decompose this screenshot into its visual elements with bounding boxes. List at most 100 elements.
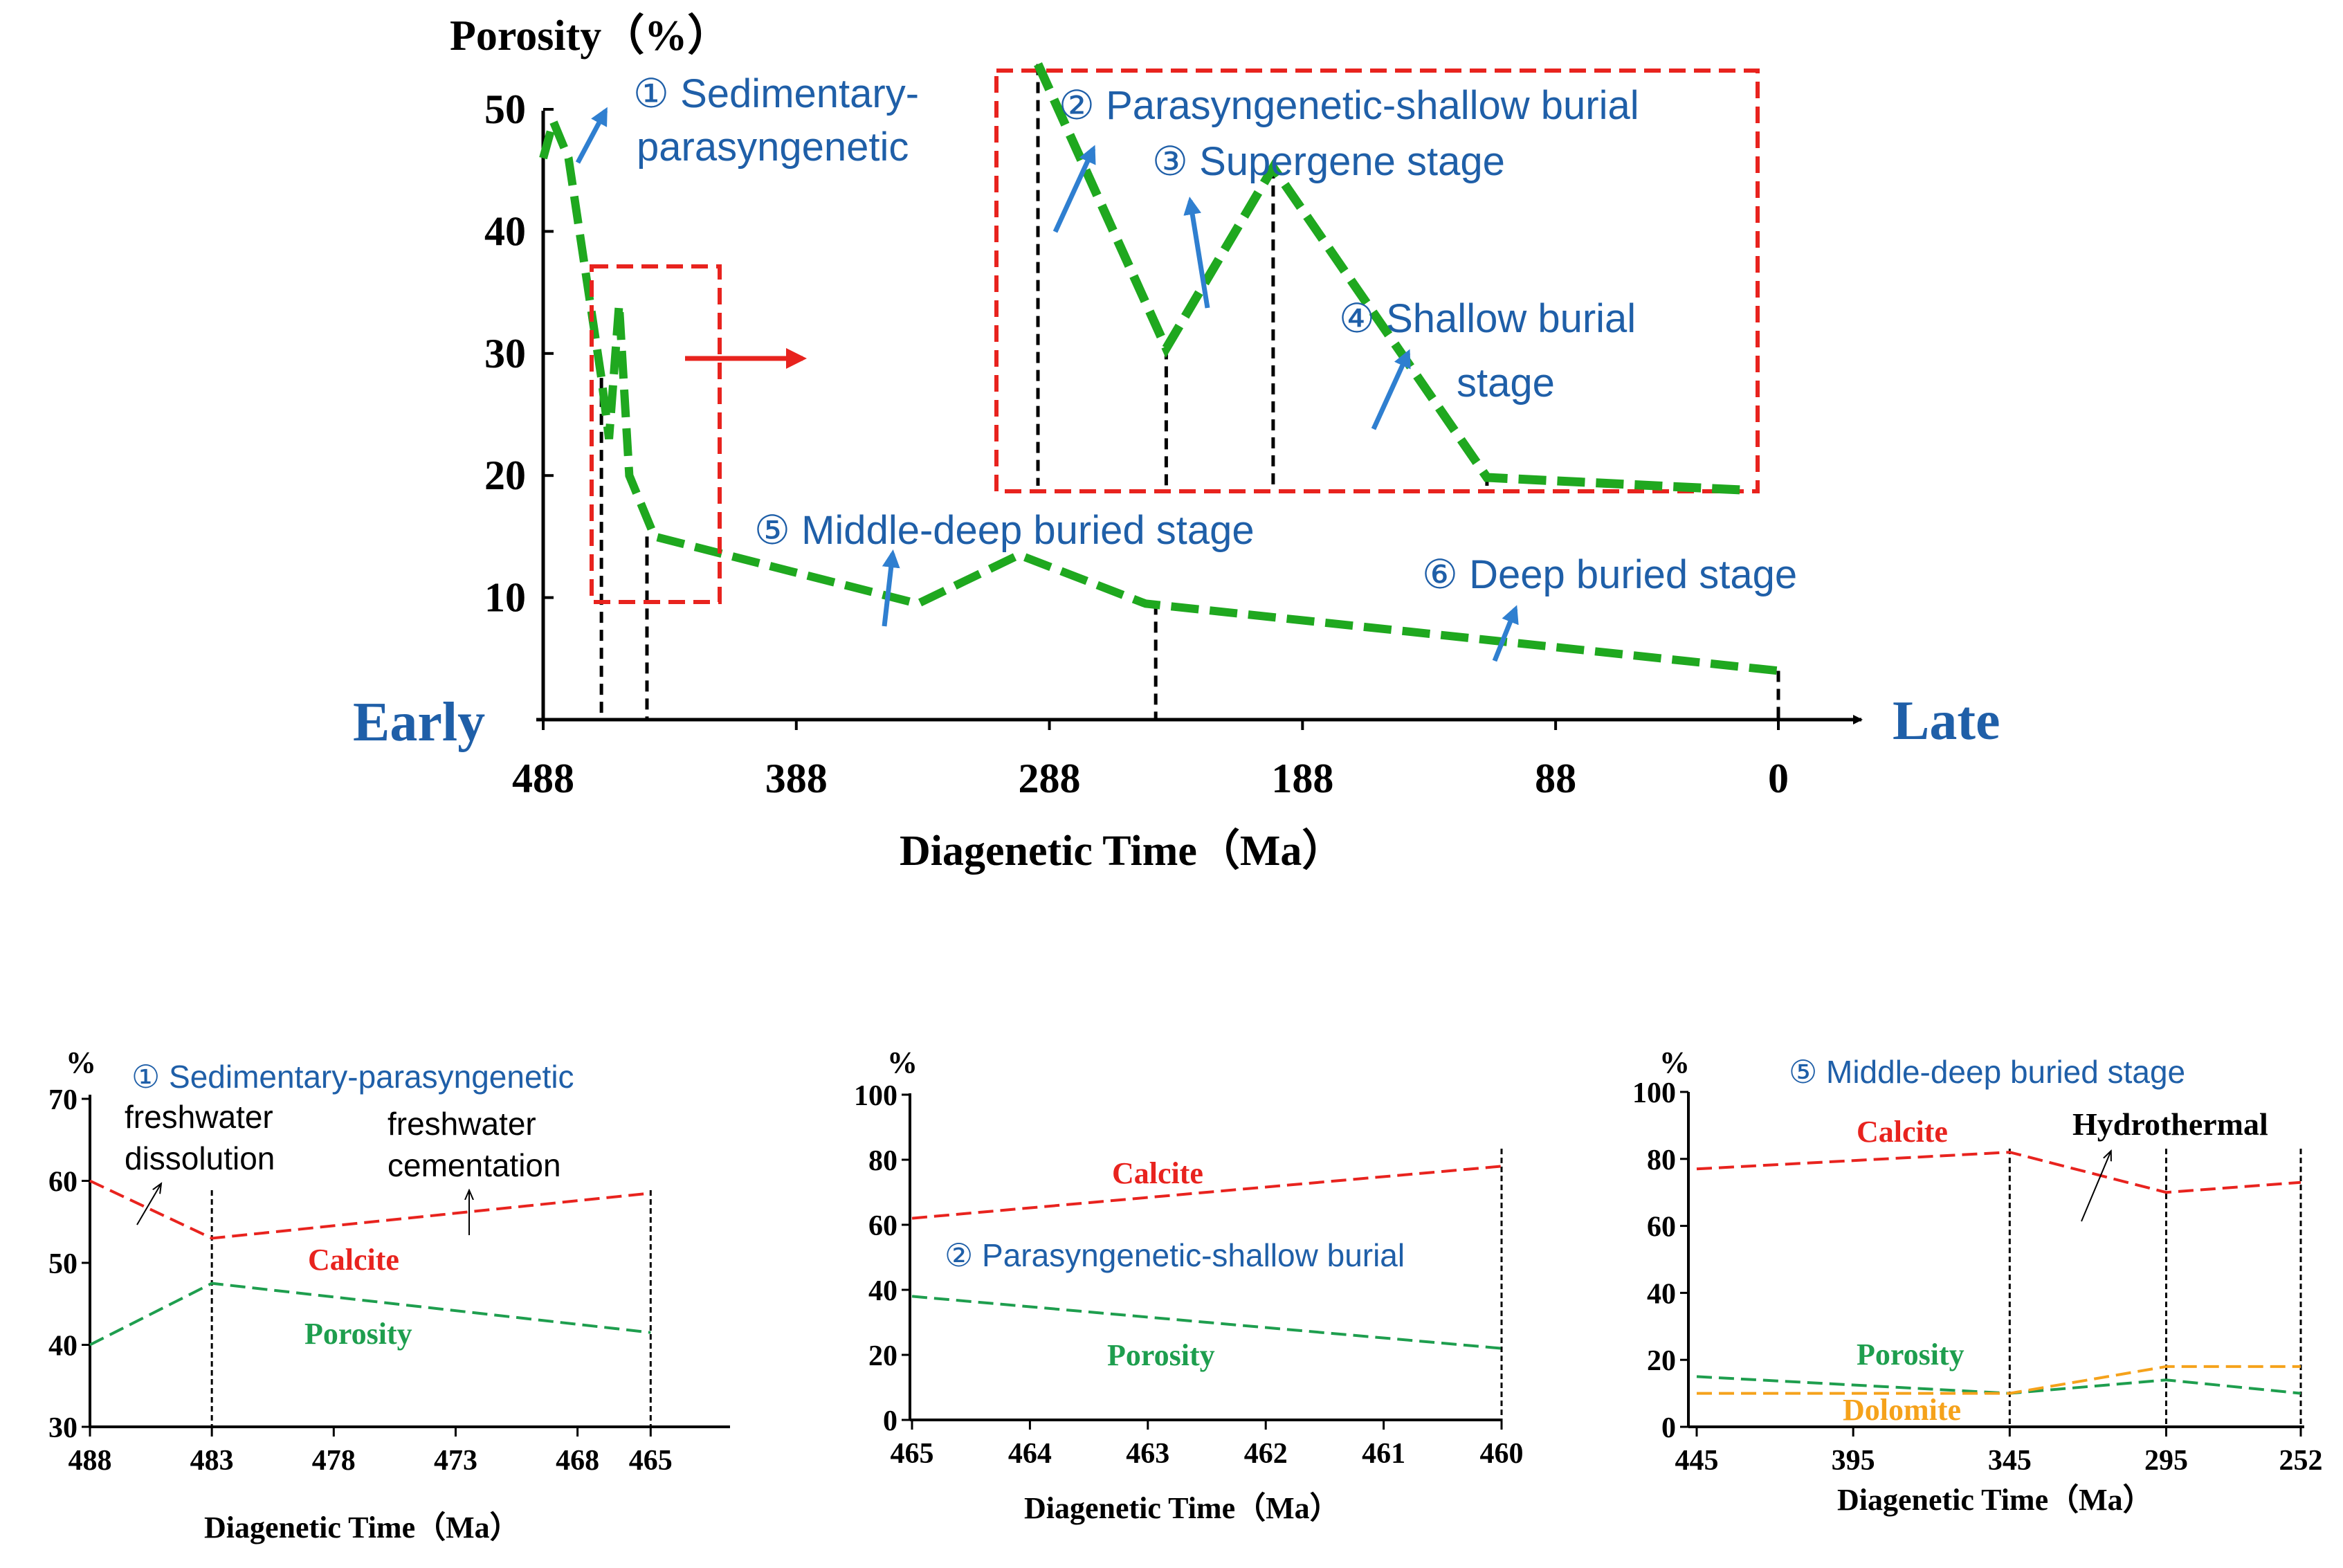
sc1-y-tick-label: 40 <box>48 1331 78 1362</box>
sc1-annot-2a: freshwater <box>388 1106 536 1142</box>
sc1-annot-1b: dissolution <box>125 1140 275 1176</box>
sc3-dolomite-line <box>1697 1365 2301 1395</box>
sc1-porosity-line <box>89 1282 651 1347</box>
sc3-y-tick-label: 60 <box>1647 1212 1676 1243</box>
sc3-calcite-line <box>1696 1151 2301 1194</box>
sc2-title: ② Parasyngenetic-shallow burial <box>945 1237 1405 1273</box>
main-y-tick-label: 20 <box>484 453 526 498</box>
sc1-y-tick-label: 60 <box>48 1167 78 1198</box>
stage-6-label: ⑥ Deep buried stage <box>1422 552 1797 597</box>
stage-1-label-line1: ① Sedimentary- <box>633 71 919 116</box>
sc2-y-tick-label: 20 <box>868 1340 897 1372</box>
zoom-porosity-line <box>1034 62 1751 495</box>
main-porosity-chart: 10 20 30 40 50 488 388 288 188 88 0 Porosity（%） D… <box>353 11 2000 875</box>
sc3-x-tick-label: 345 <box>1988 1445 2032 1477</box>
sc3-y-tick-label: 40 <box>1647 1278 1676 1310</box>
zoom-source-box <box>590 264 722 604</box>
stage-6-arrow <box>1492 605 1519 662</box>
main-y-tick-label: 30 <box>484 331 526 376</box>
sc3-title: ⑤ Middle-deep buried stage <box>1789 1054 2185 1090</box>
stage-2-label: ② Parasyngenetic-shallow burial <box>1059 83 1639 128</box>
sc3-y-tick-label: 100 <box>1632 1077 1676 1109</box>
main-x-tick-label: 88 <box>1535 756 1576 801</box>
stage-1-label-line2: parasyngenetic <box>637 125 909 170</box>
sc3-x-tick-label: 295 <box>2144 1445 2188 1477</box>
stage-3-label: ③ Supergene stage <box>1152 139 1505 184</box>
sc3-calcite-label: Calcite <box>1857 1115 1948 1149</box>
main-y-tick-label: 10 <box>484 575 526 621</box>
stage-3-arrow <box>1183 197 1210 309</box>
sc1-annot-arrow-1 <box>136 1185 161 1225</box>
sc1-x-tick-label: 473 <box>434 1445 477 1477</box>
sc2-x-tick-label: 464 <box>1008 1438 1052 1470</box>
sc1-x-tick-label: 468 <box>556 1445 599 1477</box>
early-label: Early <box>353 692 485 753</box>
sc2-x-tick-label: 465 <box>891 1438 934 1470</box>
sc1-calcite-line <box>89 1179 651 1240</box>
sc2-calcite-label: Calcite <box>1112 1156 1203 1190</box>
sc3-x-tick-label: 252 <box>2279 1445 2323 1477</box>
late-label: Late <box>1893 691 2000 751</box>
sc1-annot-1a: freshwater <box>125 1099 273 1135</box>
main-x-tick-label: 0 <box>1768 756 1789 801</box>
sc2-y-tick-label: 0 <box>883 1405 897 1437</box>
sc3-y-tick-label: 80 <box>1647 1145 1676 1176</box>
sc1-y-tick-label: 70 <box>48 1084 78 1116</box>
sc2-y-tick-label: 100 <box>854 1080 897 1112</box>
stage-1-arrow <box>575 107 608 164</box>
stage-4-arrow <box>1371 349 1411 430</box>
sc1-x-label: Diagenetic Time（Ma） <box>204 1511 520 1544</box>
sc1-annot-2b: cementation <box>388 1147 561 1183</box>
stage-5-arrow <box>882 549 900 627</box>
sc2-y-tick-label: 60 <box>868 1210 897 1242</box>
sc2-x-tick-label: 461 <box>1362 1438 1405 1470</box>
sc3-y-tick-label: 20 <box>1647 1345 1676 1377</box>
main-x-tick-label: 288 <box>1019 756 1081 801</box>
sc1-porosity-label: Porosity <box>304 1317 412 1351</box>
sc2-x-tick-label: 463 <box>1126 1438 1169 1470</box>
stage-4-label-line1: ④ Shallow burial <box>1339 296 1636 341</box>
sc1-x-tick-label: 488 <box>69 1445 112 1477</box>
sc2-x-tick-label: 462 <box>1244 1438 1288 1470</box>
zoom-inset-box <box>994 69 1760 493</box>
sc2-calcite-line <box>911 1165 1502 1220</box>
sc3-porosity-line <box>1696 1375 2301 1395</box>
main-porosity-line <box>539 109 1779 675</box>
sc2-x-tick-label: 460 <box>1480 1438 1524 1470</box>
sc2-porosity-line <box>911 1295 1502 1350</box>
sc3-x-label: Diagenetic Time（Ma） <box>1837 1483 2153 1517</box>
sc1-x-tick-label: 478 <box>312 1445 356 1477</box>
sc1-title: ① Sedimentary-parasyngenetic <box>131 1059 574 1095</box>
sc2-porosity-label: Porosity <box>1107 1338 1215 1372</box>
stage-5-label: ⑤ Middle-deep buried stage <box>754 508 1255 553</box>
sc3-x-tick-label: 395 <box>1832 1445 1875 1477</box>
sc3-hydrothermal-label: Hydrothermal <box>2072 1106 2268 1142</box>
sc1-y-unit: % <box>66 1046 96 1079</box>
sc3-dolomite-label: Dolomite <box>1843 1393 1961 1427</box>
main-y-tick-label: 50 <box>484 86 526 132</box>
main-x-tick-label: 488 <box>512 756 574 801</box>
small-chart-sedimentary: 30 40 50 60 70 488 483 478 473 468 465 % ① Sedimen… <box>48 1046 730 1544</box>
main-x-label: Diagenetic Time（Ma） <box>900 826 1344 875</box>
sc2-x-label: Diagenetic Time（Ma） <box>1024 1491 1340 1525</box>
main-y-tick-label: 40 <box>484 208 526 254</box>
small-chart-parasyngenetic: 0 20 40 60 80 100 465 464 463 462 461 460 % ② Paras… <box>854 1046 1524 1525</box>
sc2-y-tick-label: 80 <box>868 1145 897 1177</box>
main-x-tick-label: 388 <box>765 756 828 801</box>
sc3-porosity-label: Porosity <box>1857 1338 1964 1371</box>
sc1-y-tick-label: 50 <box>48 1248 78 1280</box>
sc1-y-tick-label: 30 <box>48 1412 78 1444</box>
small-chart-middle-deep: 0 20 40 60 80 100 445 395 345 295 252 % ⑤ Middle-d… <box>1632 1046 2323 1517</box>
sc2-y-unit: % <box>887 1046 918 1079</box>
main-y-label: Porosity（%） <box>450 11 730 60</box>
sc1-calcite-label: Calcite <box>308 1243 399 1277</box>
sc3-y-unit: % <box>1659 1046 1690 1079</box>
stage-2-arrow <box>1052 145 1096 233</box>
sc3-x-tick-label: 445 <box>1675 1445 1719 1477</box>
stage-4-label-line2: stage <box>1457 361 1555 405</box>
sc3-hydrothermal-arrow <box>2081 1152 2110 1222</box>
sc1-x-tick-label: 483 <box>190 1445 234 1477</box>
sc2-y-tick-label: 40 <box>868 1275 897 1307</box>
sc1-x-tick-label: 465 <box>629 1445 673 1477</box>
